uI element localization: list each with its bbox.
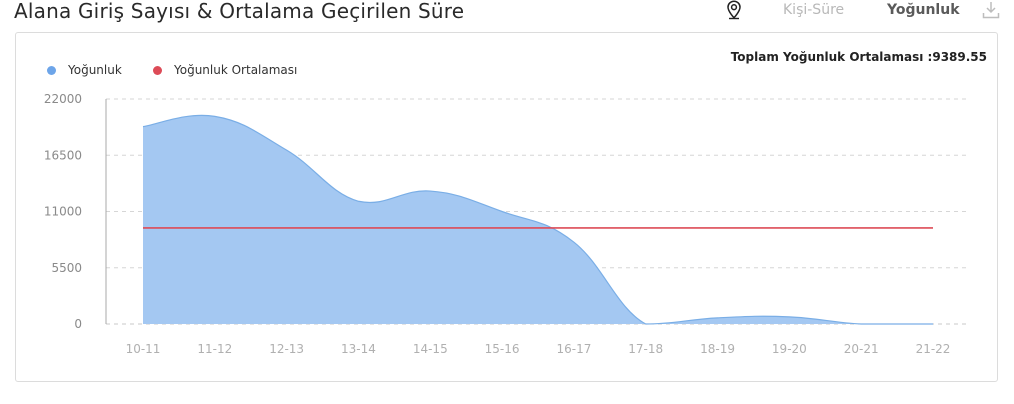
legend-item-density-average[interactable]: Yoğunluk Ortalaması: [153, 63, 297, 77]
total-density-average: Toplam Yoğunluk Ortalaması :9389.55: [730, 50, 987, 64]
density-area-chart: 0 5500 11000 16500 22000 10-11 11-12 12-13 13-14…: [44, 92, 968, 356]
x-tick-label: 10-11: [126, 342, 161, 356]
legend-swatch-density-average: [153, 65, 162, 75]
x-tick-label: 15-16: [485, 342, 520, 356]
y-tick-label: 11000: [44, 205, 82, 219]
x-tick-label: 18-19: [700, 342, 735, 356]
person-time-tab[interactable]: Kişi-Süre: [783, 2, 845, 18]
density-tab[interactable]: Yoğunluk: [887, 2, 960, 18]
chart-card: Toplam Yoğunluk Ortalaması :9389.55 Yoğu…: [15, 32, 998, 382]
y-tick-label: 22000: [44, 92, 82, 106]
density-area-line: [142, 114, 933, 325]
density-area-fill: [143, 115, 933, 324]
x-tick-label: 19-20: [772, 342, 807, 356]
y-tick-label: 5500: [51, 261, 82, 275]
x-tick-label: 14-15: [413, 342, 448, 356]
legend-label-density-average: Yoğunluk Ortalaması: [174, 63, 298, 77]
x-tick-label: 13-14: [341, 342, 376, 356]
y-tick-label: 16500: [44, 148, 82, 162]
x-tick-label: 12-13: [269, 342, 304, 356]
x-tick-label: 20-21: [844, 342, 879, 356]
x-tick-label: 11-12: [197, 342, 232, 356]
x-tick-label: 17-18: [628, 342, 663, 356]
download-icon[interactable]: [981, 0, 1001, 24]
y-tick-label: 0: [74, 317, 82, 331]
x-tick-label: 16-17: [556, 342, 591, 356]
legend-swatch-density: [47, 65, 56, 75]
map-pin-icon[interactable]: [726, 0, 742, 24]
legend-label-density: Yoğunluk: [68, 63, 122, 77]
x-tick-label: 21-22: [916, 342, 951, 356]
legend-item-density[interactable]: Yoğunluk: [47, 63, 122, 77]
page-title: Alana Giriş Sayısı & Ortalama Geçirilen …: [14, 0, 465, 23]
